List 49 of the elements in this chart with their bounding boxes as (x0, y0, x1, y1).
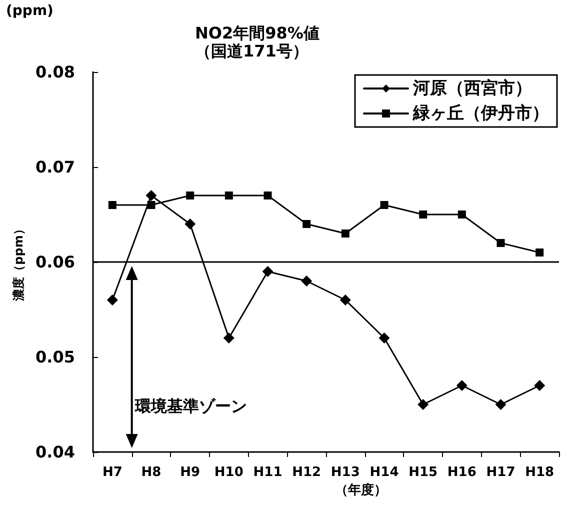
point (380, 201, 388, 209)
point (418, 399, 429, 410)
point (262, 266, 274, 277)
point (224, 192, 233, 200)
point (186, 192, 194, 200)
chart-subtitle: （国道171号） (195, 42, 308, 60)
x-tick-label: H18 (525, 465, 554, 480)
point (458, 210, 466, 218)
point (495, 399, 506, 410)
legend-label: 河原（西宮市） (412, 78, 532, 98)
point (184, 218, 196, 230)
y-tick-label: 0.05 (36, 348, 75, 366)
point (302, 220, 311, 228)
point (456, 380, 468, 391)
point (301, 276, 312, 286)
y-axis-title: 濃度（ppm） (12, 223, 26, 302)
x-tick-label: H17 (486, 465, 516, 480)
x-tick-label: H11 (253, 465, 282, 480)
x-tick-label: H12 (292, 465, 322, 480)
x-tick-label: H10 (214, 465, 244, 480)
point (223, 332, 234, 344)
y-tick-label: 0.06 (36, 252, 75, 272)
y-tick-label: 0.04 (36, 442, 75, 462)
chart-title: NO2年間98%値 (195, 24, 320, 42)
point (340, 294, 351, 306)
x-tick-label: H9 (180, 465, 200, 480)
x-tick-label: H8 (141, 465, 162, 480)
x-tick-label: H16 (447, 465, 476, 480)
y-tick-label: 0.07 (36, 158, 75, 176)
y-tick-label: 0.08 (36, 62, 75, 82)
x-tick-label: H13 (330, 465, 360, 480)
point (378, 332, 390, 344)
annotation: 環境基準ゾーン (134, 396, 247, 416)
point (106, 294, 118, 306)
x-axis-title: （年度） (335, 482, 387, 498)
text: (ppm) (6, 3, 54, 19)
point (341, 230, 350, 238)
point (264, 192, 272, 200)
point (108, 201, 116, 209)
point (496, 239, 505, 247)
point (536, 248, 544, 256)
point (419, 210, 428, 218)
x-tick-label: H15 (408, 465, 438, 480)
point (534, 380, 546, 391)
x-tick-label: H14 (370, 465, 399, 480)
point (147, 201, 156, 209)
x-tick-label: H7 (102, 465, 122, 480)
point (146, 190, 157, 201)
legend-label: 緑ヶ丘（伊丹市） (412, 104, 549, 124)
